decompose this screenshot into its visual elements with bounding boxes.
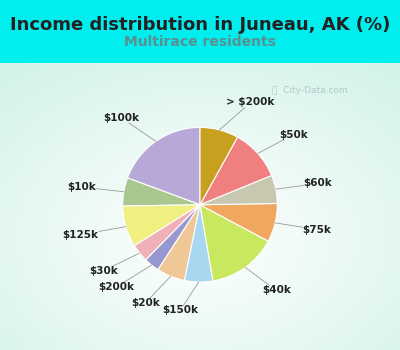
Text: $125k: $125k: [63, 227, 126, 240]
Text: Income distribution in Juneau, AK (%): Income distribution in Juneau, AK (%): [10, 16, 390, 34]
Text: $150k: $150k: [162, 282, 199, 315]
Text: Multirace residents: Multirace residents: [124, 35, 276, 49]
Wedge shape: [128, 127, 200, 205]
Text: $20k: $20k: [131, 276, 171, 308]
Wedge shape: [200, 127, 238, 205]
Wedge shape: [146, 205, 200, 270]
Wedge shape: [200, 137, 272, 205]
Wedge shape: [184, 205, 213, 282]
Text: ⓘ  City-Data.com: ⓘ City-Data.com: [272, 86, 348, 95]
Wedge shape: [123, 178, 200, 206]
Wedge shape: [200, 205, 268, 281]
Text: $75k: $75k: [275, 223, 332, 235]
Wedge shape: [200, 175, 277, 205]
Wedge shape: [158, 205, 200, 280]
Text: $60k: $60k: [276, 178, 332, 189]
Wedge shape: [134, 205, 200, 260]
Text: $50k: $50k: [258, 130, 308, 153]
Text: $200k: $200k: [98, 265, 152, 292]
Wedge shape: [123, 205, 200, 246]
Text: $100k: $100k: [104, 113, 156, 141]
Text: $40k: $40k: [245, 267, 291, 295]
Text: $10k: $10k: [67, 182, 124, 192]
Wedge shape: [200, 203, 277, 241]
Text: > $200k: > $200k: [219, 97, 275, 130]
Text: $30k: $30k: [89, 253, 140, 276]
